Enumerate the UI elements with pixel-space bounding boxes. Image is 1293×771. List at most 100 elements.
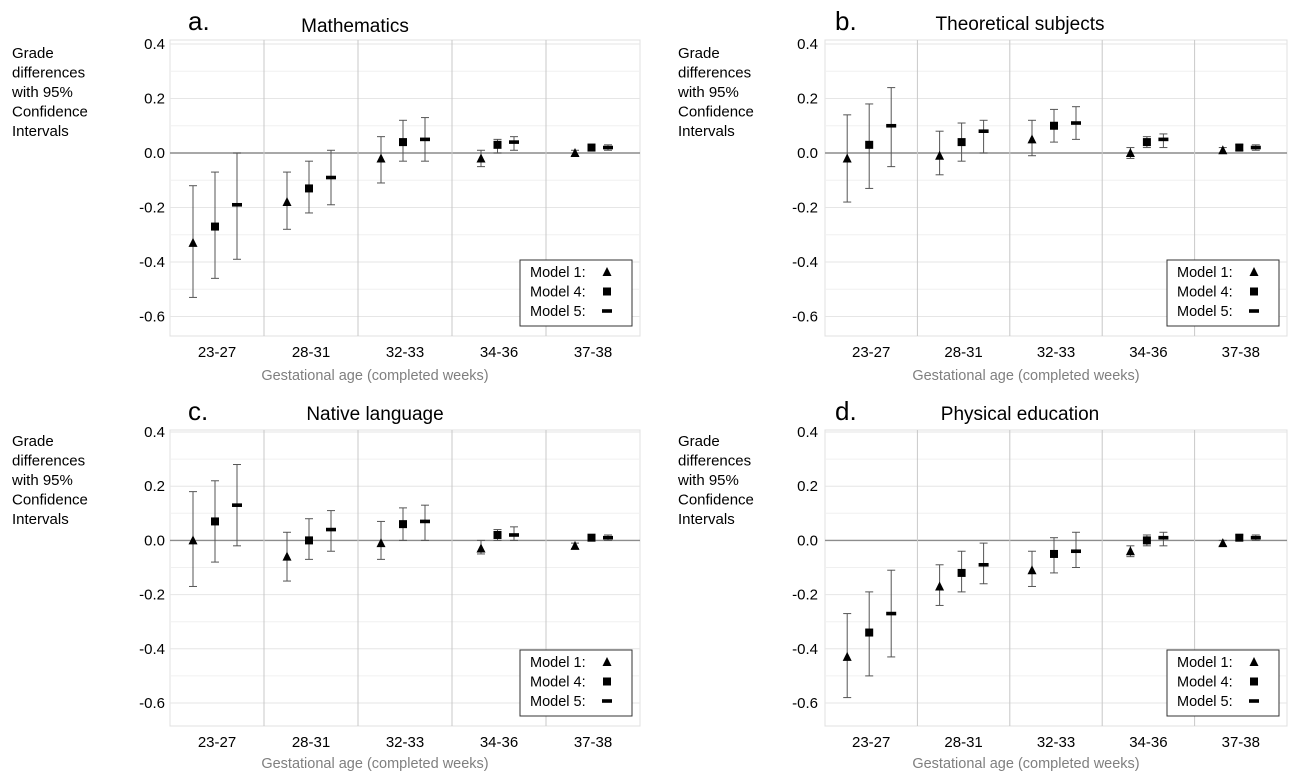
x-tick-label: 32-33: [1037, 734, 1075, 751]
y-axis-label: Intervals: [12, 511, 69, 528]
y-tick-label: 0.2: [144, 478, 165, 495]
y-axis-label: Confidence: [12, 492, 88, 509]
data-point-model-1: [1027, 134, 1037, 144]
x-tick-label: 37-38: [1222, 734, 1260, 751]
y-tick-label: 0.4: [144, 36, 165, 53]
y-axis-label: Intervals: [12, 123, 69, 140]
legend-marker-triangle: [1249, 267, 1259, 276]
data-point-model-4: [1050, 121, 1058, 130]
series-model-4: [211, 480, 596, 563]
legend-marker-triangle: [602, 267, 612, 276]
data-point-model-1: [1125, 546, 1135, 556]
x-axis-label: Gestational age (completed weeks): [912, 756, 1139, 771]
x-tick-label: 37-38: [574, 734, 612, 751]
chart-panel-d: 0.4 0.2 0.0 -0.2 -0.4 -0.6 23-27 28-31 32-33 34-3…: [677, 396, 1288, 771]
data-point-model-1: [188, 237, 198, 247]
panel-letter: d.: [835, 396, 857, 426]
data-point-model-4: [865, 628, 874, 637]
data-point-model-5: [326, 175, 336, 180]
y-tick-label: -0.2: [792, 200, 818, 217]
legend-label: Model 5:: [530, 694, 586, 710]
data-point-model-5: [509, 140, 519, 144]
legend-marker-dash: [1249, 699, 1259, 703]
data-point-model-5: [420, 137, 430, 142]
panel-title: Mathematics: [301, 16, 409, 37]
legend-label: Model 4:: [1177, 285, 1233, 301]
y-axis-label: differences: [678, 453, 751, 470]
data-point-model-5: [603, 145, 613, 150]
data-point-model-1: [1218, 538, 1228, 548]
legend-box: [519, 259, 633, 327]
y-tick-label: 0.0: [144, 532, 165, 549]
data-point-model-4: [211, 222, 219, 231]
panel-letter: c.: [188, 396, 208, 426]
data-point-model-1: [476, 543, 486, 553]
data-point-model-5: [1158, 535, 1169, 540]
series-model-5: [232, 464, 613, 552]
series-model-4: [865, 103, 1244, 189]
data-point-model-5: [232, 503, 242, 507]
chart-panel-b: 0.4 0.2 0.0 -0.2 -0.4 -0.6 23-27 28-31 32-33 34-3…: [677, 6, 1288, 384]
x-tick-label: 28-31: [944, 734, 982, 751]
y-axis-label: Grade: [12, 45, 54, 62]
data-point-model-1: [935, 581, 945, 591]
x-tick-label: 32-33: [386, 344, 424, 361]
x-tick-label: 28-31: [292, 344, 330, 361]
x-tick-label: 23-27: [852, 734, 890, 751]
legend-label: Model 1:: [530, 655, 586, 671]
data-point-model-5: [232, 202, 242, 207]
legend-label: Model 4:: [530, 285, 586, 301]
x-axis-label: Gestational age (completed weeks): [261, 368, 488, 384]
y-axis-label: Grade: [678, 45, 720, 62]
x-tick-label: 34-36: [480, 734, 518, 751]
series-model-1: [842, 538, 1228, 699]
series-model-4: [865, 533, 1244, 677]
y-axis-label: Intervals: [678, 123, 735, 140]
x-tick-label: 37-38: [574, 344, 612, 361]
data-point-model-4: [957, 138, 966, 147]
plot-frame: [824, 39, 1288, 337]
x-tick-label: 23-27: [852, 344, 890, 361]
x-tick-label: 28-31: [944, 344, 982, 361]
chart-panel-c: 0.4 0.2 0.0 -0.2 -0.4 -0.6 23-27 28-31 32-33 34-3…: [11, 396, 641, 771]
data-point-model-4: [1050, 549, 1058, 558]
series-model-5: [886, 87, 1261, 168]
x-tick-label: 34-36: [480, 344, 518, 361]
data-point-model-4: [399, 138, 407, 147]
x-tick-label: 23-27: [198, 344, 236, 361]
data-point-model-4: [305, 536, 313, 545]
data-point-model-5: [886, 123, 897, 128]
data-point-model-4: [399, 520, 407, 529]
data-point-model-5: [978, 562, 989, 567]
data-point-model-4: [587, 143, 596, 152]
data-point-model-5: [1071, 121, 1081, 125]
panel-letter: a.: [188, 6, 210, 36]
data-point-model-1: [842, 153, 852, 163]
y-tick-label: 0.0: [797, 532, 818, 549]
y-tick-label: -0.2: [139, 587, 165, 604]
data-point-model-4: [865, 140, 874, 149]
data-point-model-4: [957, 568, 966, 577]
y-axis-label: Intervals: [678, 511, 735, 528]
data-point-model-1: [570, 540, 580, 550]
legend: Model 1: Model 4: Model 5:: [1166, 649, 1280, 717]
series-model-5: [232, 117, 613, 260]
legend-label: Model 5:: [530, 304, 586, 320]
legend-label: Model 5:: [1177, 694, 1233, 710]
data-point-model-5: [326, 527, 336, 532]
legend-marker-triangle: [602, 657, 612, 666]
series-model-1: [842, 114, 1228, 203]
y-tick-label: 0.4: [144, 424, 165, 441]
data-point-model-5: [1071, 549, 1081, 554]
series-model-4: [211, 119, 596, 279]
plot-frame: [169, 39, 641, 337]
y-tick-label: -0.4: [792, 641, 818, 658]
chart-panel-a: 0.4 0.2 0.0 -0.2 -0.4 -0.6 23-27 28-31 32-33 34-3…: [11, 6, 641, 384]
y-axis-label: Confidence: [678, 104, 754, 121]
y-axis-label: Confidence: [678, 492, 754, 509]
data-point-model-1: [188, 535, 198, 545]
y-tick-label: -0.2: [792, 587, 818, 604]
x-tick-label: 23-27: [198, 734, 236, 751]
y-tick-label: -0.4: [792, 254, 818, 271]
